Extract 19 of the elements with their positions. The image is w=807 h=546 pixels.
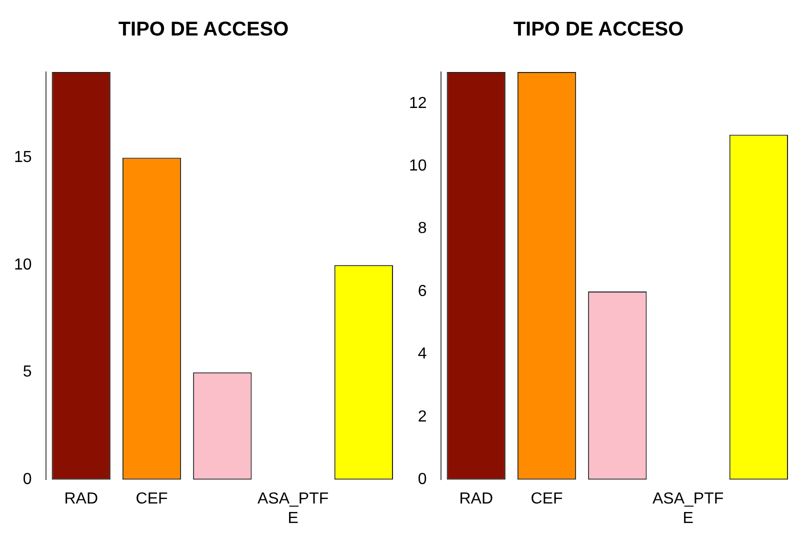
x-tick-label: RAD xyxy=(459,490,494,508)
y-tick-label: 4 xyxy=(418,346,427,363)
y-tick-label: 8 xyxy=(418,220,427,238)
y-tick-label: 5 xyxy=(22,364,32,381)
y-tick-label: 10 xyxy=(14,256,32,274)
y-tick-label: 0 xyxy=(22,471,32,488)
x-tick-label: ASA_PTF E xyxy=(257,490,329,527)
x-tick-label: CEF xyxy=(530,490,563,508)
chart-title: TIPO DE ACCESO xyxy=(118,18,289,41)
y-tick-label: 0 xyxy=(418,471,427,488)
y-tick-label: 12 xyxy=(409,94,427,112)
x-tick-label: ASA_PTF E xyxy=(652,490,724,527)
chart-title: TIPO DE ACCESO xyxy=(513,18,684,41)
y-tick-label: 10 xyxy=(409,157,427,174)
y-tick-label: 2 xyxy=(418,408,427,426)
y-tick-label: 15 xyxy=(14,149,32,166)
x-tick-label: RAD xyxy=(64,490,98,508)
x-tick-label: CEF xyxy=(136,490,168,508)
y-tick-label: 6 xyxy=(418,282,427,300)
